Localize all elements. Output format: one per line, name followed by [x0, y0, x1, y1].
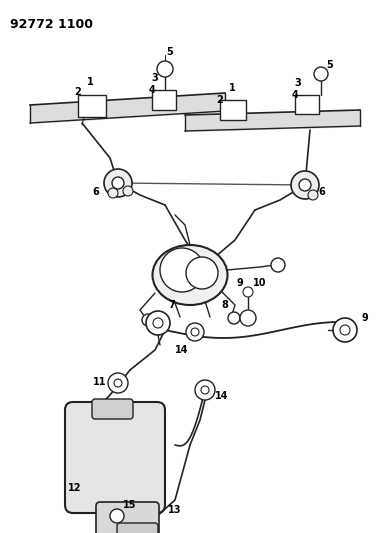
Text: 14: 14 [175, 345, 189, 355]
Text: 5: 5 [327, 60, 333, 70]
Bar [295, 95, 319, 114]
Circle shape [142, 314, 154, 326]
Circle shape [114, 379, 122, 387]
Bar [220, 100, 246, 120]
Text: 11: 11 [93, 377, 107, 387]
Text: 4: 4 [149, 85, 155, 95]
FancyBboxPatch shape [117, 523, 158, 533]
Circle shape [110, 509, 124, 523]
Circle shape [195, 380, 215, 400]
FancyBboxPatch shape [96, 502, 159, 533]
Circle shape [299, 179, 311, 191]
Circle shape [271, 258, 285, 272]
Text: 5: 5 [167, 47, 174, 57]
Circle shape [146, 311, 170, 335]
Bar [78, 95, 106, 117]
Circle shape [112, 177, 124, 189]
Text: 15: 15 [123, 500, 137, 510]
Circle shape [123, 186, 133, 196]
Text: 2: 2 [74, 87, 82, 97]
Circle shape [201, 386, 209, 394]
Circle shape [308, 190, 318, 200]
Text: 1: 1 [229, 83, 236, 93]
Circle shape [240, 310, 256, 326]
Text: 6: 6 [93, 187, 99, 197]
Circle shape [108, 373, 128, 393]
Circle shape [243, 287, 253, 297]
Circle shape [160, 248, 204, 292]
Circle shape [157, 61, 173, 77]
Circle shape [153, 318, 163, 328]
Circle shape [228, 312, 240, 324]
Text: 14: 14 [215, 391, 229, 401]
Text: 4: 4 [292, 90, 298, 100]
Bar [152, 90, 176, 110]
Circle shape [104, 169, 132, 197]
Circle shape [291, 171, 319, 199]
Circle shape [333, 318, 357, 342]
FancyBboxPatch shape [92, 399, 133, 419]
Text: 9: 9 [237, 278, 243, 288]
Text: 12: 12 [68, 483, 82, 493]
FancyBboxPatch shape [65, 402, 165, 513]
Text: 92772 1100: 92772 1100 [10, 18, 93, 31]
Text: 9: 9 [362, 313, 369, 323]
Circle shape [186, 257, 218, 289]
Circle shape [186, 323, 204, 341]
Ellipse shape [152, 245, 227, 305]
Circle shape [191, 328, 199, 336]
Text: 3: 3 [294, 78, 301, 88]
Text: 10: 10 [253, 278, 267, 288]
Text: 13: 13 [168, 505, 182, 515]
Text: 7: 7 [168, 300, 176, 310]
Circle shape [340, 325, 350, 335]
Text: 2: 2 [216, 95, 223, 105]
Text: 6: 6 [319, 187, 325, 197]
Circle shape [314, 67, 328, 81]
Text: 3: 3 [152, 73, 158, 83]
Text: 1: 1 [87, 77, 93, 87]
Circle shape [108, 188, 118, 198]
Text: 8: 8 [222, 300, 229, 310]
